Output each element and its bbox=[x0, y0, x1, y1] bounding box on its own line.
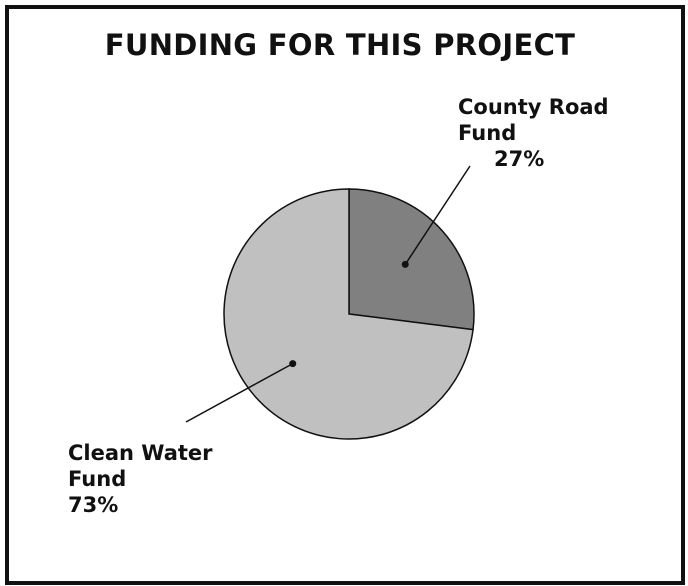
label-county-road-line-1: County Road bbox=[458, 95, 609, 119]
callouts bbox=[185, 165, 471, 423]
label-clean-water-line-1: Clean Water bbox=[68, 441, 213, 465]
callout-dot-clean-water bbox=[289, 360, 297, 368]
chart-title: FUNDING FOR THIS PROJECT bbox=[104, 28, 576, 62]
pie-slice-county-road bbox=[348, 188, 475, 331]
label-county-road: County Road Fund 27% bbox=[458, 94, 609, 172]
label-county-road-value: 27% bbox=[494, 147, 545, 171]
pie-slices bbox=[223, 188, 475, 440]
label-county-road-line-2: Fund bbox=[458, 121, 517, 145]
pie-slice-clean-water bbox=[223, 188, 474, 440]
label-clean-water-line-2: Fund bbox=[68, 467, 127, 491]
chart-frame bbox=[5, 5, 685, 585]
label-clean-water-value: 73% bbox=[68, 493, 119, 517]
callout-line-clean-water bbox=[185, 362, 294, 423]
label-clean-water: Clean Water Fund 73% bbox=[68, 440, 213, 518]
callout-line-county-road bbox=[404, 165, 471, 265]
callout-dot-county-road bbox=[401, 260, 409, 268]
